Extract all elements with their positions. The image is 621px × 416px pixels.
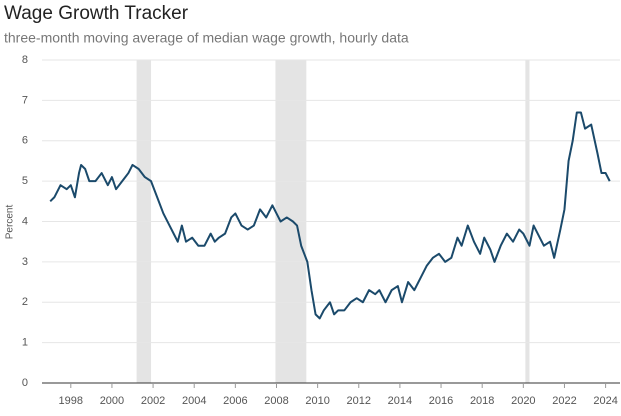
- x-tick-label: 2012: [347, 395, 371, 407]
- x-tick-label: 2008: [264, 395, 288, 407]
- x-tick-label: 2010: [305, 395, 329, 407]
- y-tick-label: 3: [22, 256, 28, 268]
- y-tick-label: 7: [22, 94, 28, 106]
- x-tick-label: 2020: [511, 395, 535, 407]
- x-tick-label: 2018: [470, 395, 494, 407]
- y-tick-label: 4: [22, 215, 28, 227]
- y-tick-label: 1: [22, 337, 28, 349]
- y-axis-label: Percent: [5, 205, 16, 240]
- x-tick-label: 2006: [223, 395, 247, 407]
- x-tick-label: 2002: [141, 395, 165, 407]
- x-tick-label: 2004: [182, 395, 206, 407]
- line: [49, 111, 611, 320]
- x-tick-label: 2022: [552, 395, 576, 407]
- x-tick-label: 2000: [100, 395, 124, 407]
- y-tick-label: 6: [22, 135, 28, 147]
- x-tick-label: 2024: [593, 395, 617, 407]
- x-tick-label: 2016: [429, 395, 453, 407]
- y-tick-label: 5: [22, 175, 28, 187]
- y-tick-label: 8: [22, 54, 28, 66]
- chart-subtitle: three-month moving average of median wag…: [4, 30, 409, 46]
- x-tick-label: 1998: [59, 395, 83, 407]
- chart-title: Wage Growth Tracker: [4, 3, 189, 24]
- x-tick-label: 2014: [388, 395, 412, 407]
- y-tick-label: 2: [22, 296, 28, 308]
- y-tick-label: 0: [22, 377, 28, 389]
